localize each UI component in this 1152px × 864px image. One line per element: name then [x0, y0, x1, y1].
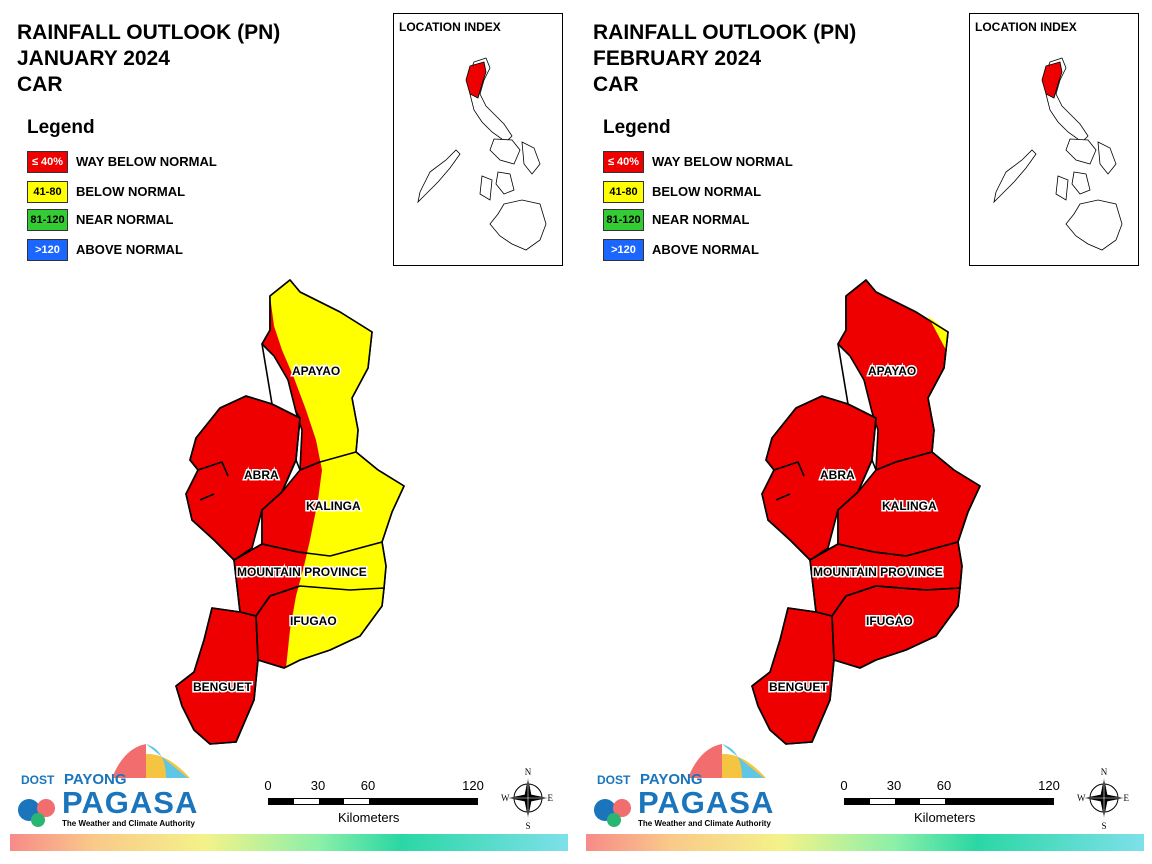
scale-unit: Kilometers — [338, 810, 400, 825]
legend-swatch: >120 — [27, 239, 68, 261]
philippines-locator-map — [417, 57, 547, 251]
map-title: RAINFALL OUTLOOK (PN) FEBRUARY 2024 CAR — [593, 20, 856, 98]
scale-bar-graphic — [268, 798, 478, 805]
logo-payong-text: PAYONG — [640, 771, 703, 788]
legend-label: BELOW NORMAL — [652, 184, 762, 199]
legend-label: NEAR NORMAL — [652, 212, 750, 227]
scale-tick-label: 60 — [936, 778, 952, 793]
legend-label: ABOVE NORMAL — [76, 242, 183, 257]
below-normal-zone — [270, 280, 404, 668]
title-line-2: JANUARY 2024 — [17, 47, 170, 70]
payong-pagasa-logo: DOST PAYONG PAGASA The Weather and Clima… — [592, 740, 775, 832]
logo-payong-text: PAYONG — [64, 771, 127, 788]
scale-tick-label: 120 — [1038, 778, 1060, 793]
title-line-3: CAR — [593, 73, 639, 96]
color-strip — [10, 834, 568, 851]
legend-swatch: 41-80 — [603, 181, 644, 203]
logo-pagasa-text: PAGASA — [638, 785, 775, 820]
car-province-map: APAYAO ABRA KALINGA MOUNTAIN PROVINCE IF… — [175, 279, 405, 745]
label-kalinga: KALINGA — [882, 499, 937, 513]
logo-dost-text: DOST — [21, 773, 55, 787]
legend-label: WAY BELOW NORMAL — [652, 154, 793, 169]
title-line-3: CAR — [17, 73, 63, 96]
svg-text:E: E — [1124, 793, 1130, 803]
color-strip — [586, 834, 1144, 851]
umbrella-icon — [594, 744, 766, 827]
label-mountain-province: MOUNTAIN PROVINCE — [237, 565, 367, 579]
scale-tick-label: 120 — [462, 778, 484, 793]
label-kalinga: KALINGA — [306, 499, 361, 513]
svg-text:W: W — [501, 793, 510, 803]
label-apayao: APAYAO — [292, 364, 340, 378]
title-line-1: RAINFALL OUTLOOK (PN) — [17, 21, 281, 44]
legend-swatch: 41-80 — [27, 181, 68, 203]
legend-heading: Legend — [603, 117, 671, 138]
car-region-highlight — [465, 61, 487, 99]
label-abra: ABRA — [820, 468, 855, 482]
legend-label: ABOVE NORMAL — [652, 242, 759, 257]
outlook-panel-february: RAINFALL OUTLOOK (PN) FEBRUARY 2024 CAR … — [576, 0, 1152, 864]
car-province-map: APAYAO ABRA KALINGA MOUNTAIN PROVINCE IF… — [751, 279, 981, 745]
scale-bar: 0 30 60 120 Kilometers — [836, 778, 1076, 838]
scale-tick-label: 0 — [264, 778, 272, 793]
location-index-inset: LOCATION INDEX — [969, 13, 1139, 266]
logo-dost-text: DOST — [597, 773, 631, 787]
label-ifugao: IFUGAO — [866, 614, 913, 628]
car-region-highlight — [1041, 61, 1063, 99]
scale-bar-graphic — [844, 798, 1054, 805]
umbrella-icon — [18, 744, 190, 827]
outlook-panel-january: RAINFALL OUTLOOK (PN) JANUARY 2024 CAR L… — [10, 13, 568, 851]
svg-text:S: S — [525, 821, 530, 831]
svg-text:E: E — [548, 793, 554, 803]
svg-text:N: N — [1101, 767, 1108, 777]
label-benguet: BENGUET — [769, 680, 828, 694]
scale-tick-label: 0 — [840, 778, 848, 793]
legend-label: NEAR NORMAL — [76, 212, 174, 227]
logo-pagasa-text: PAGASA — [62, 785, 199, 820]
payong-pagasa-logo: DOST PAYONG PAGASA The Weather and Clima… — [16, 740, 199, 832]
label-mountain-province: MOUNTAIN PROVINCE — [813, 565, 943, 579]
map-title: RAINFALL OUTLOOK (PN) JANUARY 2024 CAR — [17, 20, 280, 98]
logo-tagline: The Weather and Climate Authority — [638, 819, 771, 828]
label-apayao: APAYAO — [868, 364, 916, 378]
compass-rose-icon: N S E W — [1074, 766, 1130, 832]
svg-text:N: N — [525, 767, 532, 777]
title-line-1: RAINFALL OUTLOOK (PN) — [593, 21, 857, 44]
philippines-locator-map — [993, 57, 1123, 251]
label-ifugao: IFUGAO — [290, 614, 337, 628]
legend-swatch: ≤ 40% — [27, 151, 68, 173]
legend-swatch: 81-120 — [27, 209, 68, 231]
title-line-2: FEBRUARY 2024 — [593, 47, 762, 70]
logo-tagline: The Weather and Climate Authority — [62, 819, 195, 828]
svg-text:W: W — [1077, 793, 1086, 803]
label-abra: ABRA — [244, 468, 279, 482]
compass-rose-icon: N S E W — [498, 766, 554, 832]
legend-swatch: >120 — [603, 239, 644, 261]
scale-tick-label: 30 — [310, 778, 326, 793]
scale-tick-label: 60 — [360, 778, 376, 793]
legend-swatch: ≤ 40% — [603, 151, 644, 173]
label-benguet: BENGUET — [193, 680, 252, 694]
svg-text:S: S — [1101, 821, 1106, 831]
legend-swatch: 81-120 — [603, 209, 644, 231]
inset-title: LOCATION INDEX — [399, 20, 501, 34]
scale-bar: 0 30 60 120 Kilometers — [260, 778, 500, 838]
below-normal-zone — [928, 316, 948, 350]
legend-label: WAY BELOW NORMAL — [76, 154, 217, 169]
inset-title: LOCATION INDEX — [975, 20, 1077, 34]
legend-heading: Legend — [27, 117, 95, 138]
legend-label: BELOW NORMAL — [76, 184, 186, 199]
location-index-inset: LOCATION INDEX — [393, 13, 563, 266]
scale-unit: Kilometers — [914, 810, 976, 825]
scale-tick-label: 30 — [886, 778, 902, 793]
